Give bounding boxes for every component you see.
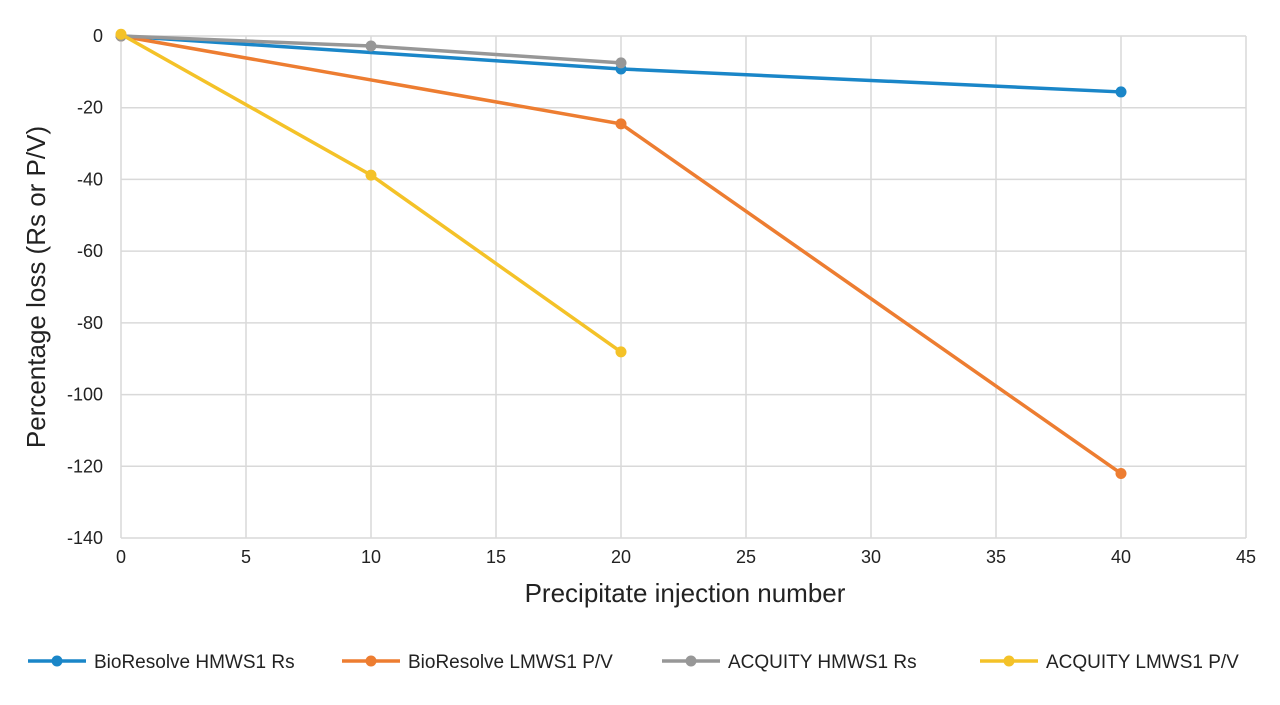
x-tick-label: 35 [986,547,1006,567]
legend: BioResolve HMWS1 Rs BioResolve LMWS1 P/V A… [28,652,1239,673]
series-3 [115,28,627,358]
x-tick-label: 15 [486,547,506,567]
data-point [615,118,627,130]
series-group [115,28,1127,479]
y-tick-label: 0 [93,26,103,46]
data-point [365,169,377,181]
legend-label: ACQUITY LMWS1 P/V [1046,652,1239,673]
x-tick-label: 40 [1111,547,1131,567]
x-tick-label: 10 [361,547,381,567]
data-point [1115,467,1127,479]
y-tick-label: -140 [67,528,103,548]
x-tick-label: 25 [736,547,756,567]
legend-label: BioResolve LMWS1 P/V [408,652,613,673]
legend-label: ACQUITY HMWS1 Rs [728,652,917,673]
x-tick-label: 0 [116,547,126,567]
x-tick-label: 30 [861,547,881,567]
y-axis-label: Percentage loss (Rs or P/V) [21,126,51,448]
data-point [615,346,627,358]
legend-marker [365,655,377,667]
data-point [365,40,377,52]
y-tick-labels: 0 -20 -40 -60 -80 -100 -120 -140 [67,26,103,548]
y-tick-label: -60 [77,241,103,261]
y-tick-label: -40 [77,169,103,189]
x-tick-label: 45 [1236,547,1256,567]
y-tick-label: -100 [67,385,103,405]
legend-marker [685,655,697,667]
y-tick-label: -20 [77,98,103,118]
x-tick-label: 20 [611,547,631,567]
data-point [615,57,627,69]
legend-marker [51,655,63,667]
x-tick-labels: 0 5 10 15 20 25 30 35 40 45 [116,547,1256,567]
gridlines [120,35,1247,539]
data-point [115,28,127,40]
legend-label: BioResolve HMWS1 Rs [94,652,295,673]
y-tick-label: -80 [77,313,103,333]
data-point [1115,86,1127,98]
y-tick-label: -120 [67,456,103,476]
x-axis-label: Precipitate injection number [525,578,846,608]
x-tick-label: 5 [241,547,251,567]
legend-marker [1003,655,1015,667]
